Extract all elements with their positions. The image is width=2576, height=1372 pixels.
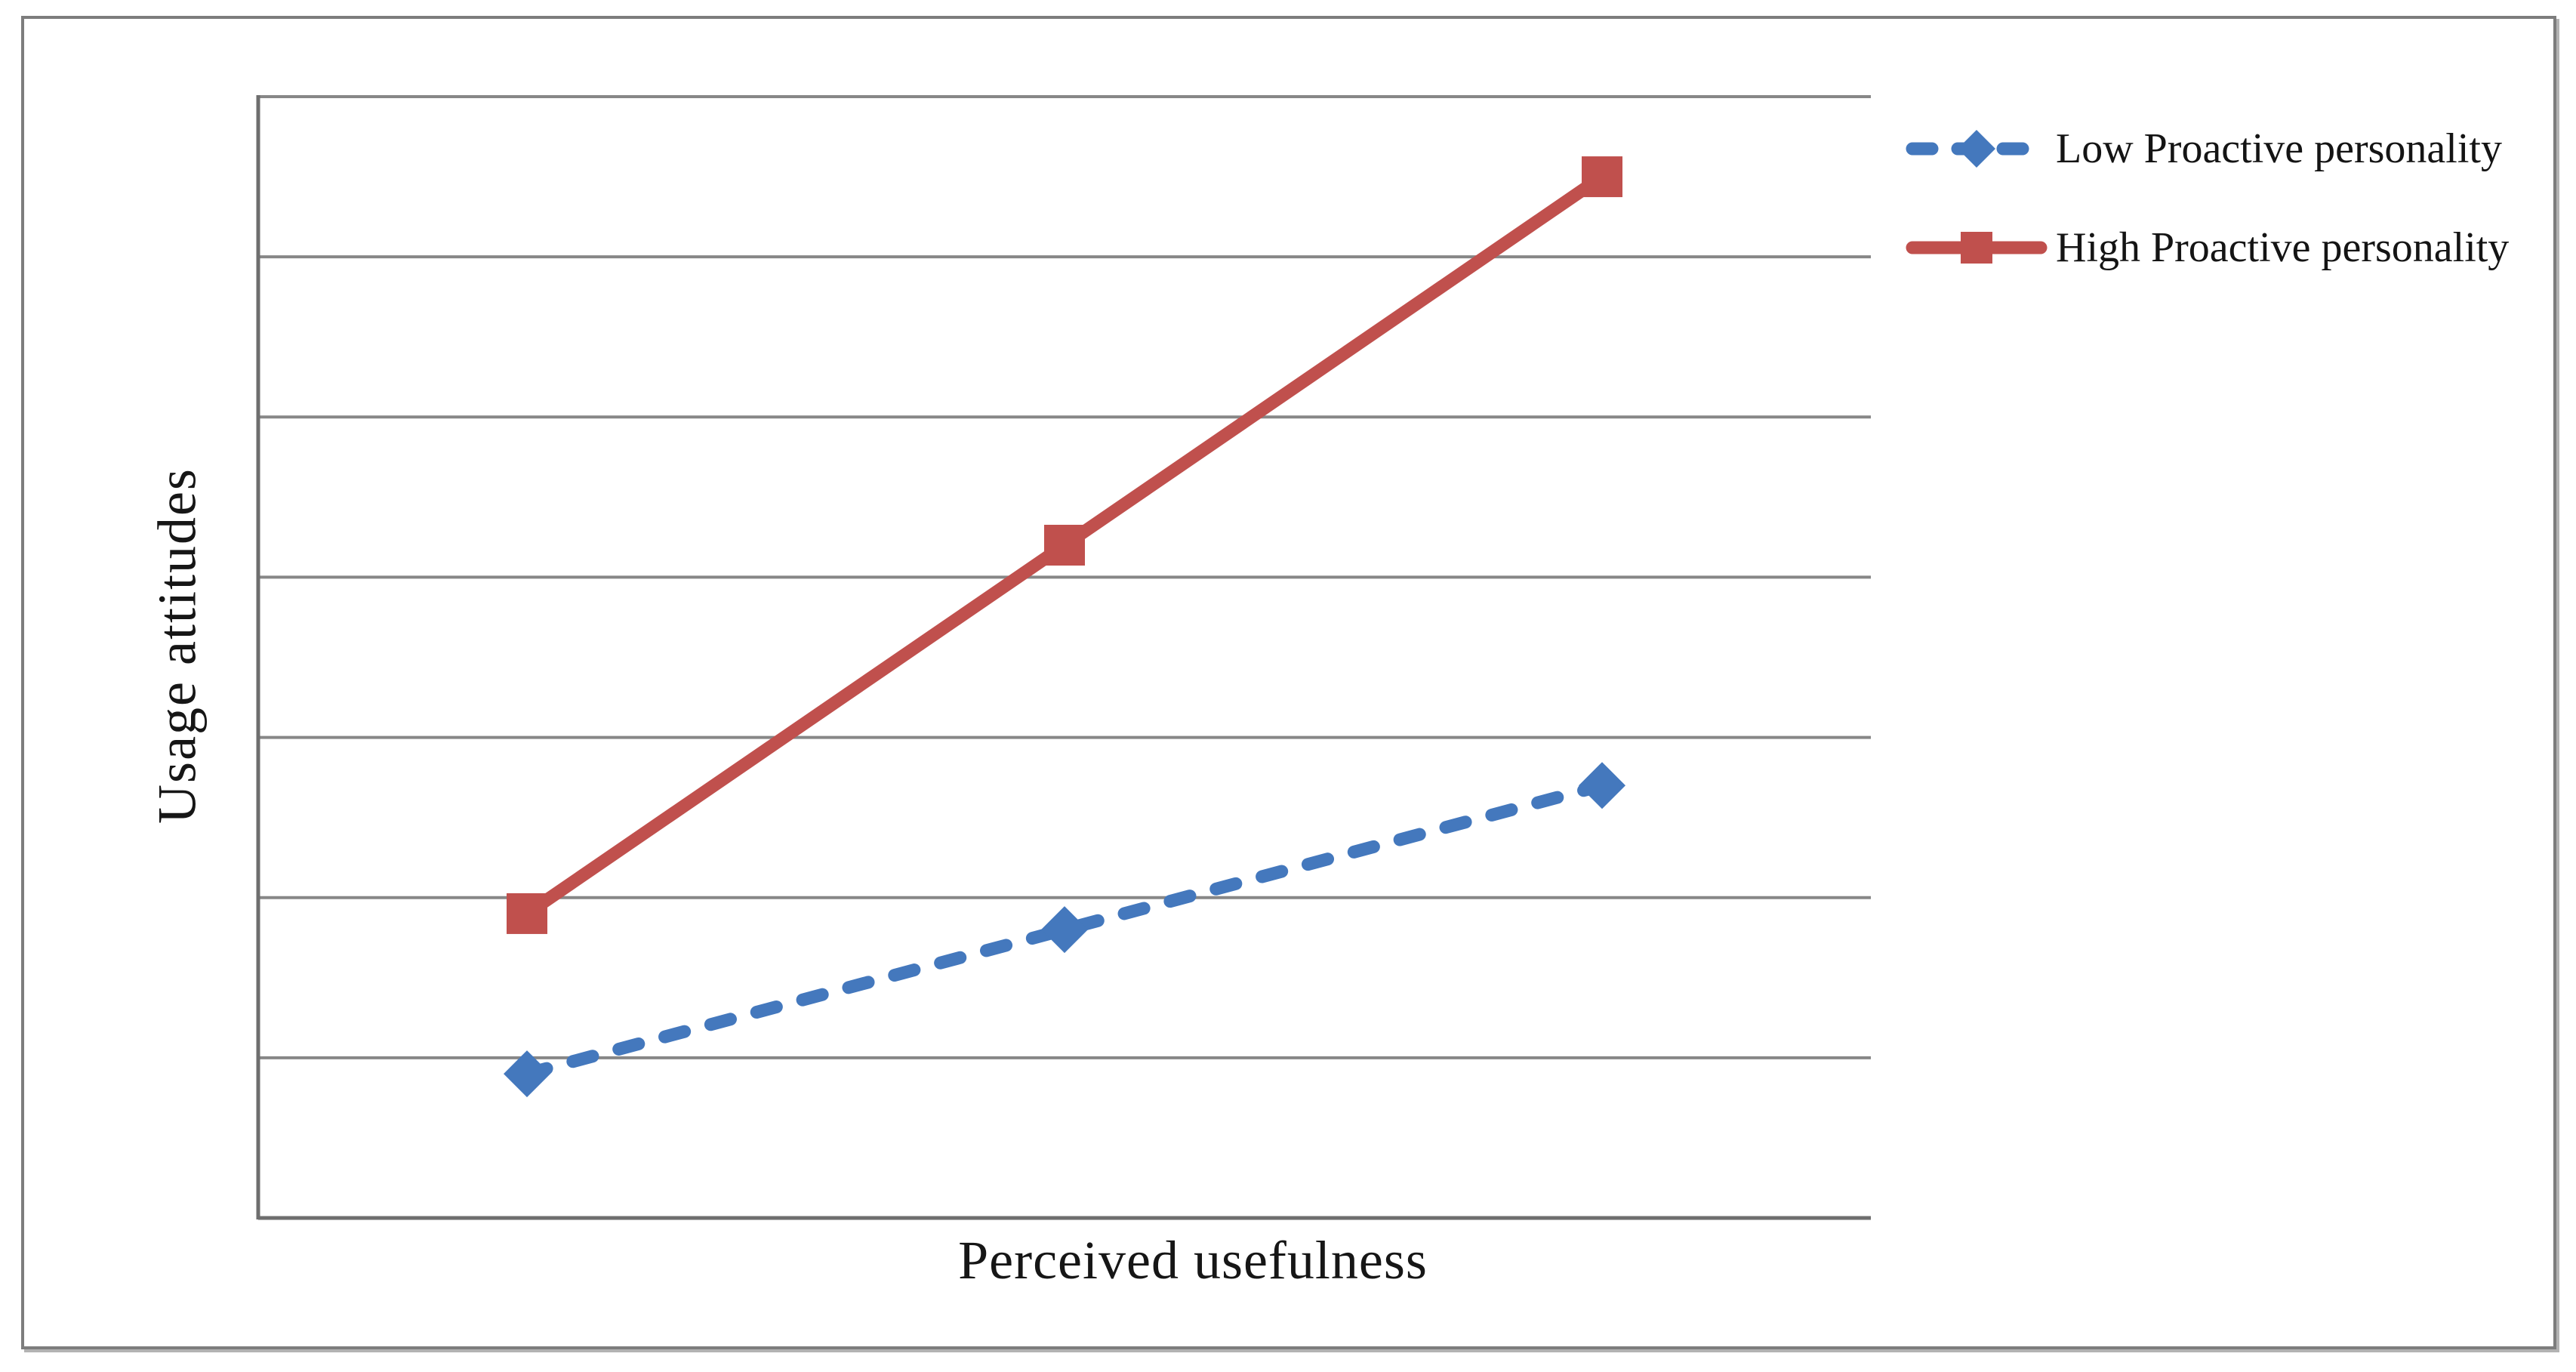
dashed-line-diamond-marker-icon: [1906, 130, 2048, 168]
x-axis-title: Perceived usefulness: [958, 1230, 1428, 1290]
square-marker: [1582, 156, 1622, 198]
legend-item-high-proactive: High Proactive personality: [1905, 224, 2509, 272]
figure-border: [21, 16, 2556, 1349]
y-axis-title: Usage attitudes: [146, 467, 208, 824]
series-line-low: [520, 778, 1609, 1081]
diamond-marker: [1579, 762, 1625, 809]
square-marker: [1044, 525, 1085, 566]
diamond-marker: [504, 1050, 550, 1098]
solid-line-square-marker-icon: [1906, 232, 2048, 264]
legend-label: Low Proactive personality: [2056, 125, 2502, 172]
legend: Low Proactive personality High Proactive…: [1905, 125, 2509, 322]
legend-item-low-proactive: Low Proactive personality: [1905, 125, 2509, 173]
square-marker: [507, 893, 547, 934]
legend-label: High Proactive personality: [2056, 224, 2510, 271]
diamond-marker: [1041, 906, 1088, 954]
